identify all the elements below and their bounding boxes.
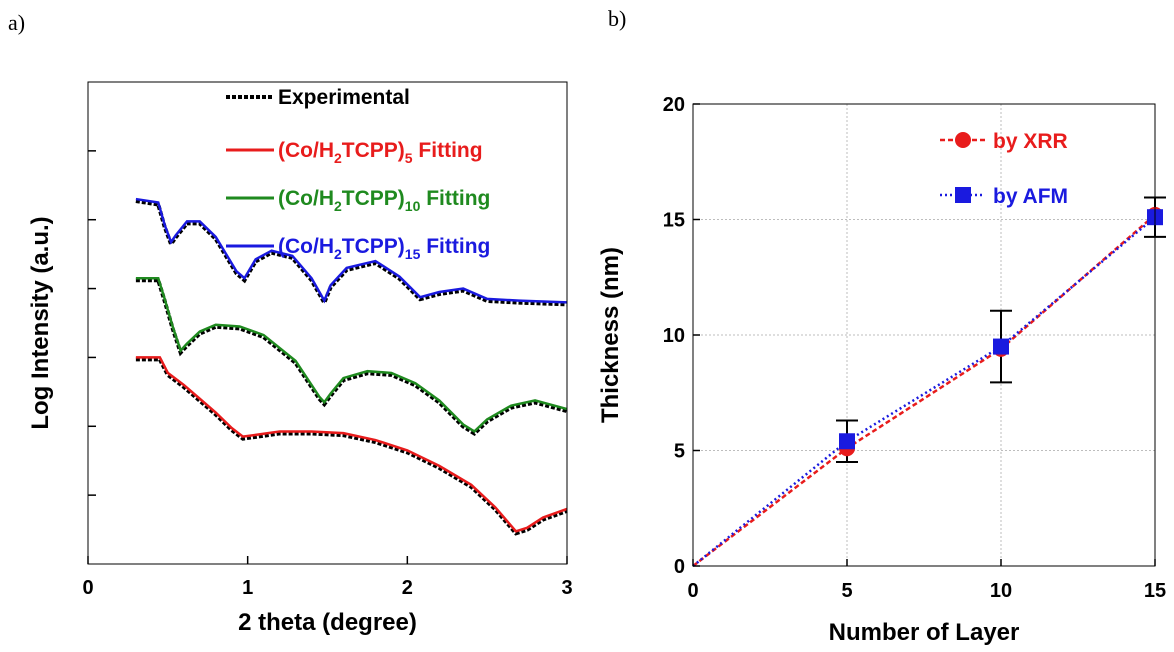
- chart-a-fit-line: [135, 276, 568, 434]
- xrr-point: [1147, 206, 1163, 223]
- afm-series-line: [692, 216, 1156, 567]
- legend-label-fit: (Co/H2TCPP)15 Fitting: [278, 235, 490, 262]
- legend-label-experimental: Experimental: [278, 86, 410, 109]
- chart-a-x-tick-label: 1: [242, 577, 253, 599]
- chart-a-x-tick-label: 3: [561, 577, 572, 599]
- chart-b-frame: [692, 103, 1156, 567]
- xrr-intensity-chart: 0 1 2 3 2 theta (degree) Log Intensity (a.u…: [27, 81, 573, 636]
- afm-point: [1147, 209, 1163, 226]
- afm-point: [839, 433, 855, 450]
- legend-label-afm: by AFM: [993, 185, 1068, 208]
- xrr-point: [993, 340, 1009, 357]
- chart-a-legend: Experimental (Co/H2TCPP)5 Fitting (Co/H2TC…: [226, 86, 490, 262]
- panel-a-label: a): [8, 10, 26, 35]
- chart-a-y-axis-title: Log Intensity (a.u.): [27, 216, 54, 429]
- legend-label-fit: (Co/H2TCPP)10 Fitting: [278, 187, 490, 214]
- afm-point: [993, 338, 1009, 355]
- chart-b-y-tick-label: 20: [663, 94, 685, 116]
- xrr-point: [839, 440, 855, 457]
- chart-a-experimental-line: [135, 357, 568, 536]
- chart-b-y-tick-label: 5: [674, 441, 685, 463]
- chart-a-experimental-line: [135, 278, 568, 436]
- legend-label-fit: (Co/H2TCPP)5 Fitting: [278, 139, 483, 166]
- chart-b-x-tick-label: 10: [990, 580, 1012, 602]
- chart-b-y-tick-label: 15: [663, 210, 685, 232]
- chart-a-fit-line: [135, 197, 568, 304]
- legend-marker-xrr: [955, 132, 971, 148]
- chart-a-frame: [87, 81, 568, 565]
- xrr-series-line: [692, 213, 1156, 567]
- chart-a-x-tick-label: 0: [82, 577, 93, 599]
- chart-a-fit-line: [135, 356, 568, 533]
- chart-b-y-tick-label: 0: [674, 556, 685, 578]
- chart-b-y-axis-title: Thickness (nm): [597, 247, 624, 423]
- chart-b-x-axis-title: Number of Layer: [829, 619, 1020, 646]
- chart-a-x-axis-title: 2 theta (degree): [238, 609, 417, 636]
- panel-b-label: b): [608, 6, 627, 31]
- chart-b-legend: by XRR by AFM: [940, 130, 1068, 208]
- legend-marker-afm: [955, 187, 971, 203]
- legend-label-xrr: by XRR: [993, 130, 1068, 153]
- chart-b-x-tick-label: 15: [1144, 580, 1166, 602]
- chart-b-x-tick-label: 5: [841, 580, 852, 602]
- chart-b-x-tick-label: 0: [687, 580, 698, 602]
- chart-a-x-tick-label: 2: [402, 577, 413, 599]
- chart-b-y-tick-label: 10: [663, 325, 685, 347]
